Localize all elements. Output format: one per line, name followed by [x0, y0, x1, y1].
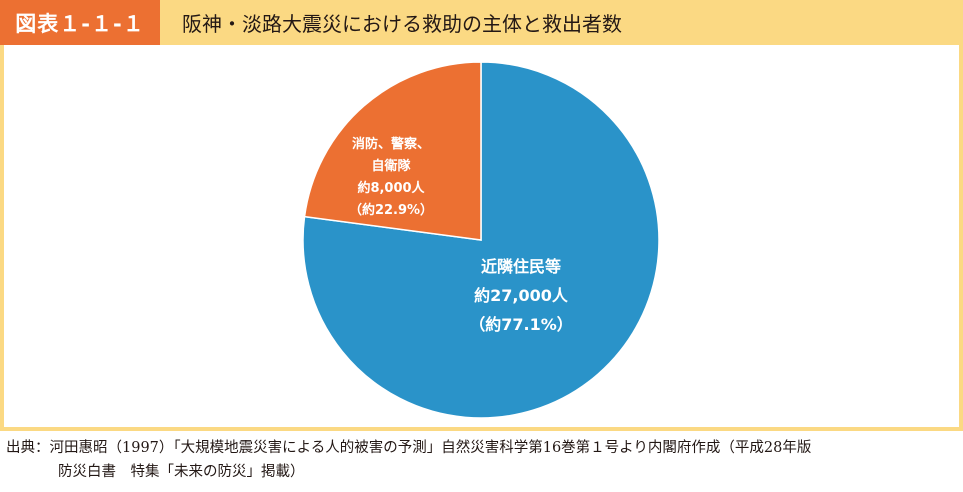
figure-number: 図表１-１-１ — [0, 0, 160, 45]
slice-label-line: （約22.9%） — [349, 202, 433, 218]
slice-label-line: （約77.1%） — [469, 315, 573, 334]
slice-label-line: 近隣住民等 — [481, 257, 561, 276]
pie-chart: 近隣住民等約27,000人 （約77.1%） 消防、警察、自衛隊約8,000人 （約2… — [302, 61, 660, 419]
pie-slice-1 — [303, 61, 482, 241]
pie-slice-0 — [302, 61, 660, 419]
slice-label-0: 近隣住民等約27,000人 （約77.1%） — [469, 257, 573, 334]
figure-header: 図表１-１-１ 阪神・淡路大震災における救助の主体と救出者数 — [0, 0, 963, 45]
pie-labels: 近隣住民等約27,000人 （約77.1%） 消防、警察、自衛隊約8,000人 （約2… — [349, 136, 573, 334]
source-line-1: 出典：河田惠昭（1997）「大規模地震災害による人的被害の予測」自然災害科学第1… — [6, 440, 812, 456]
slice-label-line: 約27,000人 — [474, 286, 569, 305]
slice-label-line: 自衛隊 — [371, 158, 411, 174]
source-note: 出典：河田惠昭（1997）「大規模地震災害による人的被害の予測」自然災害科学第1… — [6, 436, 961, 484]
pie-slices — [302, 61, 660, 419]
source-line-2: 防災白書 特集「未来の防災」掲載） — [58, 464, 305, 480]
slice-label-1: 消防、警察、自衛隊約8,000人 （約22.9%） — [349, 136, 433, 218]
figure-title: 阪神・淡路大震災における救助の主体と救出者数 — [182, 12, 622, 36]
slice-label-line: 消防、警察、 — [352, 136, 430, 152]
slice-label-line: 約8,000人 — [357, 180, 425, 196]
